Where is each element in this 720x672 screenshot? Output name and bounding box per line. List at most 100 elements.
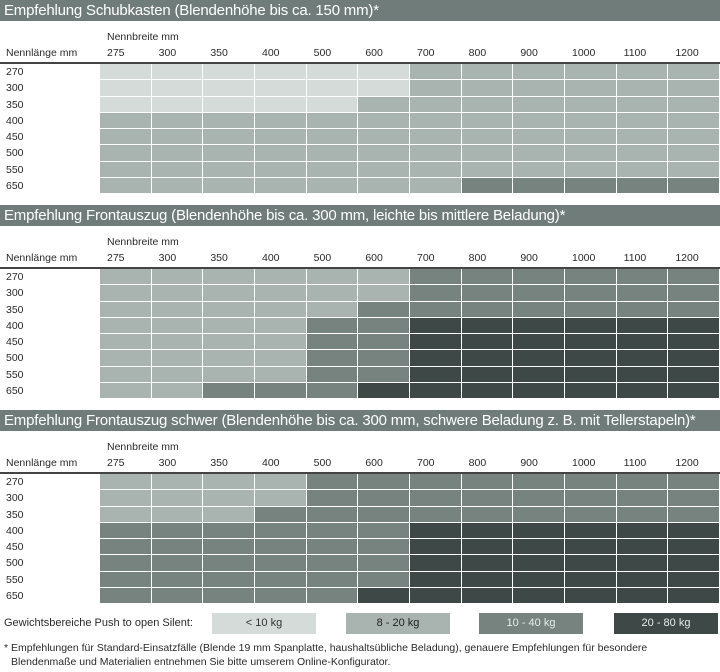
weight-cell-level-2	[306, 285, 359, 302]
weight-cell-level-3	[513, 178, 565, 195]
weight-cell-level-2	[306, 301, 359, 318]
weight-cell-level-3	[410, 301, 462, 318]
weight-cell-level-4	[461, 334, 514, 351]
weight-cell-level-4	[565, 522, 617, 540]
weight-cell-level-2	[668, 96, 720, 113]
weight-cell-level-2	[513, 80, 565, 97]
weight-cell-level-2	[410, 178, 462, 195]
footnote-line-1: * Empfehlungen für Standard-Einsatzfälle…	[4, 642, 648, 654]
weight-cell-level-2	[100, 161, 152, 179]
table-row: 650	[0, 588, 720, 605]
table-header: Nennbreite mm Nennlänge mm 275 300 350 400 5…	[0, 431, 720, 472]
weight-cell-level-2	[151, 317, 204, 335]
weight-cell-level-2	[203, 269, 255, 286]
row-label: 650	[6, 385, 24, 398]
weight-cell-level-3	[203, 383, 255, 400]
weight-cell-level-3	[565, 474, 617, 491]
weight-cell-level-2	[100, 366, 152, 384]
column-header: 275	[107, 457, 125, 469]
weight-cell-level-2	[461, 112, 514, 130]
weight-cell-level-4	[513, 334, 565, 351]
weight-cell-level-4	[461, 571, 514, 589]
weight-cell-level-3	[255, 506, 307, 523]
weight-cell-level-4	[616, 383, 669, 400]
weight-cell-level-1	[255, 96, 307, 113]
table-row: 450	[0, 129, 720, 146]
weight-cell-level-4	[461, 366, 514, 384]
weight-cell-level-4	[616, 334, 669, 351]
column-header: 600	[365, 252, 383, 264]
column-header: 600	[365, 457, 383, 469]
weight-cell-level-2	[203, 317, 255, 335]
weight-cell-level-2	[358, 145, 410, 162]
row-label: 270	[6, 66, 24, 78]
weight-cell-level-3	[513, 506, 565, 523]
column-header: 350	[210, 252, 228, 264]
row-label: 550	[6, 573, 24, 586]
weight-cell-level-3	[461, 490, 514, 507]
column-header: 500	[313, 457, 332, 469]
weight-cell-level-4	[461, 539, 514, 556]
column-header: 900	[520, 457, 538, 469]
row-label: 650	[6, 590, 24, 603]
weight-cell-level-4	[513, 588, 565, 605]
table-row: 270	[0, 474, 720, 491]
weight-cell-level-3	[255, 522, 307, 540]
weight-cell-level-1	[151, 96, 204, 113]
weight-cell-level-2	[203, 285, 255, 302]
weight-cell-level-2	[203, 161, 255, 179]
weight-cell-level-2	[255, 317, 307, 335]
table-row: 500	[0, 555, 720, 572]
row-label: 450	[6, 336, 24, 349]
table-row: 400	[0, 522, 720, 540]
weight-cell-level-4	[616, 522, 669, 540]
weight-cell-level-1	[203, 80, 255, 97]
weight-cell-level-2	[151, 301, 204, 318]
weight-cell-level-2	[151, 366, 204, 384]
weight-cell-level-3	[461, 301, 514, 318]
weight-cell-level-2	[616, 64, 669, 81]
weight-cell-level-2	[668, 129, 720, 146]
row-label: 300	[6, 492, 24, 505]
weight-cell-level-2	[100, 490, 152, 507]
weight-cell-level-3	[306, 383, 359, 400]
weight-legend: Gewichtsbereiche Push to open Silent: < …	[0, 613, 720, 634]
row-label: 400	[6, 319, 24, 332]
row-label: 300	[6, 287, 24, 300]
column-header: 600	[365, 47, 383, 59]
weight-cell-level-1	[151, 80, 204, 97]
weight-cell-level-4	[668, 555, 720, 572]
weight-cell-level-2	[513, 96, 565, 113]
column-header: 300	[158, 457, 177, 469]
column-header: 900	[520, 252, 538, 264]
weight-cell-level-2	[616, 112, 669, 130]
weight-cell-level-2	[358, 269, 410, 286]
legend-item-10-40kg: 10 - 40 kg	[479, 613, 583, 634]
weight-cell-level-3	[616, 474, 669, 491]
row-label: 500	[6, 557, 24, 570]
weight-cell-level-1	[358, 80, 410, 97]
table-row: 500	[0, 145, 720, 162]
row-label: 400	[6, 114, 24, 127]
weight-cell-level-2	[306, 178, 359, 195]
weight-cell-level-3	[513, 474, 565, 491]
weight-cell-level-2	[151, 285, 204, 302]
weight-cell-level-2	[203, 334, 255, 351]
legend-item-under-10kg: < 10 kg	[212, 613, 316, 634]
weight-cell-level-3	[358, 350, 410, 367]
weight-cell-level-3	[306, 317, 359, 335]
column-header: 500	[313, 47, 332, 59]
table-row: 650	[0, 383, 720, 400]
table-row: 400	[0, 112, 720, 130]
weight-cell-level-2	[151, 474, 204, 491]
weight-cell-level-4	[565, 366, 617, 384]
weight-cell-level-2	[151, 269, 204, 286]
weight-cell-level-3	[358, 301, 410, 318]
weight-cell-level-4	[513, 317, 565, 335]
weight-cell-level-3	[306, 350, 359, 367]
weight-cell-level-2	[565, 161, 617, 179]
weight-cell-level-1	[151, 64, 204, 81]
table-row: 270	[0, 269, 720, 286]
row-label: 400	[6, 524, 24, 537]
weight-cell-level-4	[565, 571, 617, 589]
